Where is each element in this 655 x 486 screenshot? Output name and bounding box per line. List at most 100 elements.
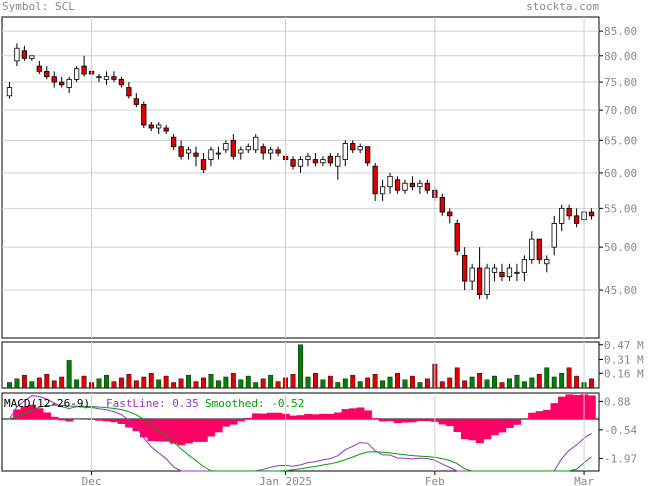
volume-bar — [178, 378, 184, 389]
macd-histogram-bar — [468, 419, 477, 441]
macd-histogram-bar — [50, 416, 59, 419]
macd-histogram-bar — [274, 412, 283, 419]
y-tick-label: -1.97 — [604, 452, 637, 465]
candle-down — [566, 207, 572, 217]
macd-histogram-bar — [237, 419, 246, 422]
macd-histogram-bar — [184, 419, 193, 444]
volume-bar — [66, 360, 72, 389]
volume-bar — [29, 381, 35, 389]
y-tick-label: 0.88 — [604, 395, 631, 408]
candle-down — [350, 143, 356, 151]
volume-bar — [141, 376, 147, 389]
volume-bar — [305, 376, 311, 389]
volume-bar — [290, 374, 296, 389]
macd-histogram-bar — [587, 395, 596, 419]
macd-histogram-bar — [125, 419, 134, 428]
volume-bar — [521, 381, 527, 389]
macd-histogram-bar — [244, 417, 253, 419]
macd-histogram-bar — [408, 419, 417, 423]
macd-histogram-bar — [289, 415, 298, 419]
candle-up — [559, 207, 565, 224]
volume-bar — [260, 378, 266, 389]
candle-up — [66, 78, 72, 88]
candle-down — [200, 159, 207, 170]
candle-down — [44, 70, 50, 78]
volume-bar — [14, 378, 20, 389]
candle-up — [469, 267, 475, 282]
macd-histogram-bar — [140, 419, 149, 438]
volume-bar — [193, 381, 199, 389]
macd-histogram-bar — [296, 415, 305, 419]
macd-histogram-bar — [28, 404, 37, 419]
volume-bar — [186, 374, 192, 389]
macd-histogram-bar — [565, 394, 574, 419]
macd-histogram-bar — [356, 407, 365, 419]
volume-bar — [499, 382, 505, 389]
macd-histogram-bar — [334, 412, 343, 419]
macd-histogram-bar — [251, 413, 260, 419]
candle-up — [185, 149, 192, 154]
volume-bar — [327, 375, 333, 389]
candle-up — [491, 267, 498, 273]
volume-bar — [439, 381, 445, 389]
macd-histogram-bar — [498, 419, 507, 433]
macd-histogram-bar — [35, 408, 44, 419]
volume-bar — [238, 379, 244, 389]
macd-histogram-bar — [259, 413, 268, 419]
x-tick-label: Dec — [82, 475, 102, 486]
volume-bar — [409, 375, 415, 389]
candle-down — [51, 76, 57, 83]
volume-bar — [402, 379, 408, 389]
candle-up — [379, 186, 386, 195]
y-tick-label: -0.54 — [604, 424, 637, 437]
volume-bar — [111, 381, 117, 389]
volume-bar — [424, 378, 430, 389]
macd-histogram-bar — [386, 419, 395, 422]
macd-histogram-bar — [20, 406, 29, 419]
x-tick-label: Mar — [574, 475, 594, 486]
candle-down — [290, 159, 296, 167]
candle-up — [514, 271, 520, 274]
candle-up — [156, 124, 162, 129]
macd-histogram-bar — [483, 419, 492, 440]
candle-down — [447, 211, 453, 217]
macd-histogram-bar — [57, 419, 66, 421]
volume-bar — [298, 344, 303, 389]
macd-fast-label: FastLine: 0.35 — [106, 397, 199, 410]
macd-histogram-bar — [207, 419, 216, 437]
volume-bar — [574, 375, 580, 389]
macd-histogram-bar — [378, 419, 387, 422]
candle-up — [484, 267, 490, 295]
macd-histogram-bar — [147, 419, 156, 442]
volume-bar — [81, 375, 87, 389]
macd-histogram-bar — [65, 419, 74, 422]
candle-down — [327, 155, 333, 164]
candle-down — [193, 152, 199, 157]
volume-panel: 0.47 M0.31 M0.16 M — [1, 339, 644, 389]
site-label[interactable]: stockta.com — [526, 0, 599, 13]
price-panel: 85.00 80.00 75.00 70.00 65.00 60.00 55.00 50.00… — [1, 16, 637, 339]
candle-down — [499, 271, 505, 278]
volume-bar — [484, 379, 490, 389]
candle-down — [409, 182, 416, 188]
volume-bar — [268, 374, 274, 389]
candle-down — [462, 254, 468, 282]
candle-up — [223, 143, 229, 151]
y-tick-label: 70.00 — [604, 104, 637, 117]
volume-bar — [335, 382, 341, 389]
candle-down — [454, 223, 460, 252]
candle-down — [178, 146, 184, 157]
volume-bar — [44, 374, 50, 389]
candle-up — [103, 76, 110, 80]
candle-down — [365, 146, 371, 164]
candle-down — [275, 149, 281, 154]
candle-up — [297, 159, 304, 167]
candle-up — [357, 146, 363, 151]
macd-histogram-bar — [393, 419, 402, 424]
macd-histogram-bar — [326, 413, 335, 419]
symbol-label: Symbol: SCL — [2, 0, 75, 13]
volume-bar — [365, 377, 371, 389]
y-tick-label: 65.00 — [604, 134, 637, 147]
macd-histogram-bar — [95, 419, 104, 421]
